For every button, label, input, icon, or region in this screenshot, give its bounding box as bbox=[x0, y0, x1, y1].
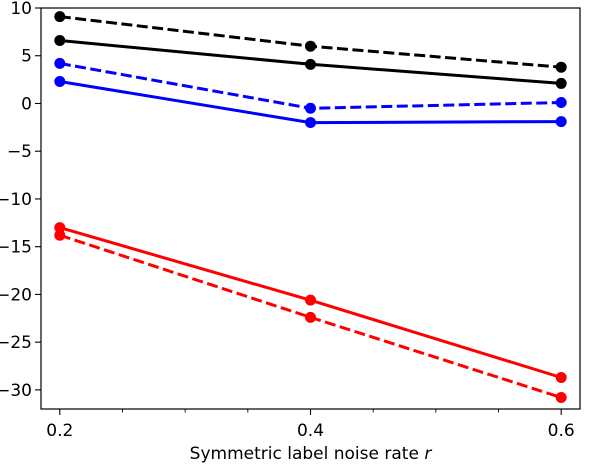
y-tick-label: −15 bbox=[0, 238, 32, 258]
data-point bbox=[54, 11, 66, 23]
data-point bbox=[555, 61, 567, 73]
data-point bbox=[305, 102, 316, 114]
y-tick-label: −10 bbox=[0, 190, 32, 210]
y-tick-label: 10 bbox=[10, 0, 32, 19]
series-5 bbox=[54, 222, 567, 383]
y-tick-label: 5 bbox=[21, 47, 32, 67]
y-tick-label: −20 bbox=[0, 285, 32, 305]
data-point bbox=[305, 311, 316, 323]
data-point bbox=[555, 116, 567, 128]
series-2 bbox=[54, 34, 567, 89]
x-axis-label: Symmetric label noise rate r bbox=[190, 444, 433, 464]
data-point bbox=[54, 76, 66, 88]
data-point bbox=[54, 222, 66, 234]
y-tick-label: 0 bbox=[21, 94, 32, 114]
data-point bbox=[305, 58, 316, 70]
data-point bbox=[305, 294, 316, 306]
y-tick-label: −25 bbox=[0, 333, 32, 353]
x-tick-label: 0.2 bbox=[46, 421, 73, 441]
data-point bbox=[54, 57, 66, 69]
x-axis-label-variable: r bbox=[424, 444, 432, 464]
series-3 bbox=[54, 57, 567, 114]
y-tick-label: −30 bbox=[0, 381, 32, 401]
data-point bbox=[555, 97, 567, 109]
data-point bbox=[54, 34, 66, 46]
x-tick-label: 0.4 bbox=[297, 421, 324, 441]
series-4 bbox=[54, 76, 567, 129]
data-point bbox=[555, 77, 567, 89]
series-line bbox=[59, 80, 562, 125]
series-group bbox=[54, 11, 567, 404]
series-line bbox=[59, 61, 562, 110]
x-axis-label-text: Symmetric label noise rate bbox=[190, 444, 419, 464]
y-tick-label: −5 bbox=[7, 142, 32, 162]
plot-frame bbox=[40, 7, 581, 410]
data-point bbox=[305, 117, 316, 129]
axis-ticks: 10 5 0 −5 −10 −15 −20 −25 −30 0.2 0.4 0.6 bbox=[0, 0, 575, 441]
x-tick-label: 0.6 bbox=[548, 421, 575, 441]
data-point bbox=[555, 392, 567, 404]
data-point bbox=[54, 229, 66, 241]
series-1 bbox=[54, 11, 567, 73]
data-point bbox=[305, 40, 316, 52]
data-point bbox=[555, 371, 567, 383]
series-6 bbox=[54, 229, 567, 404]
